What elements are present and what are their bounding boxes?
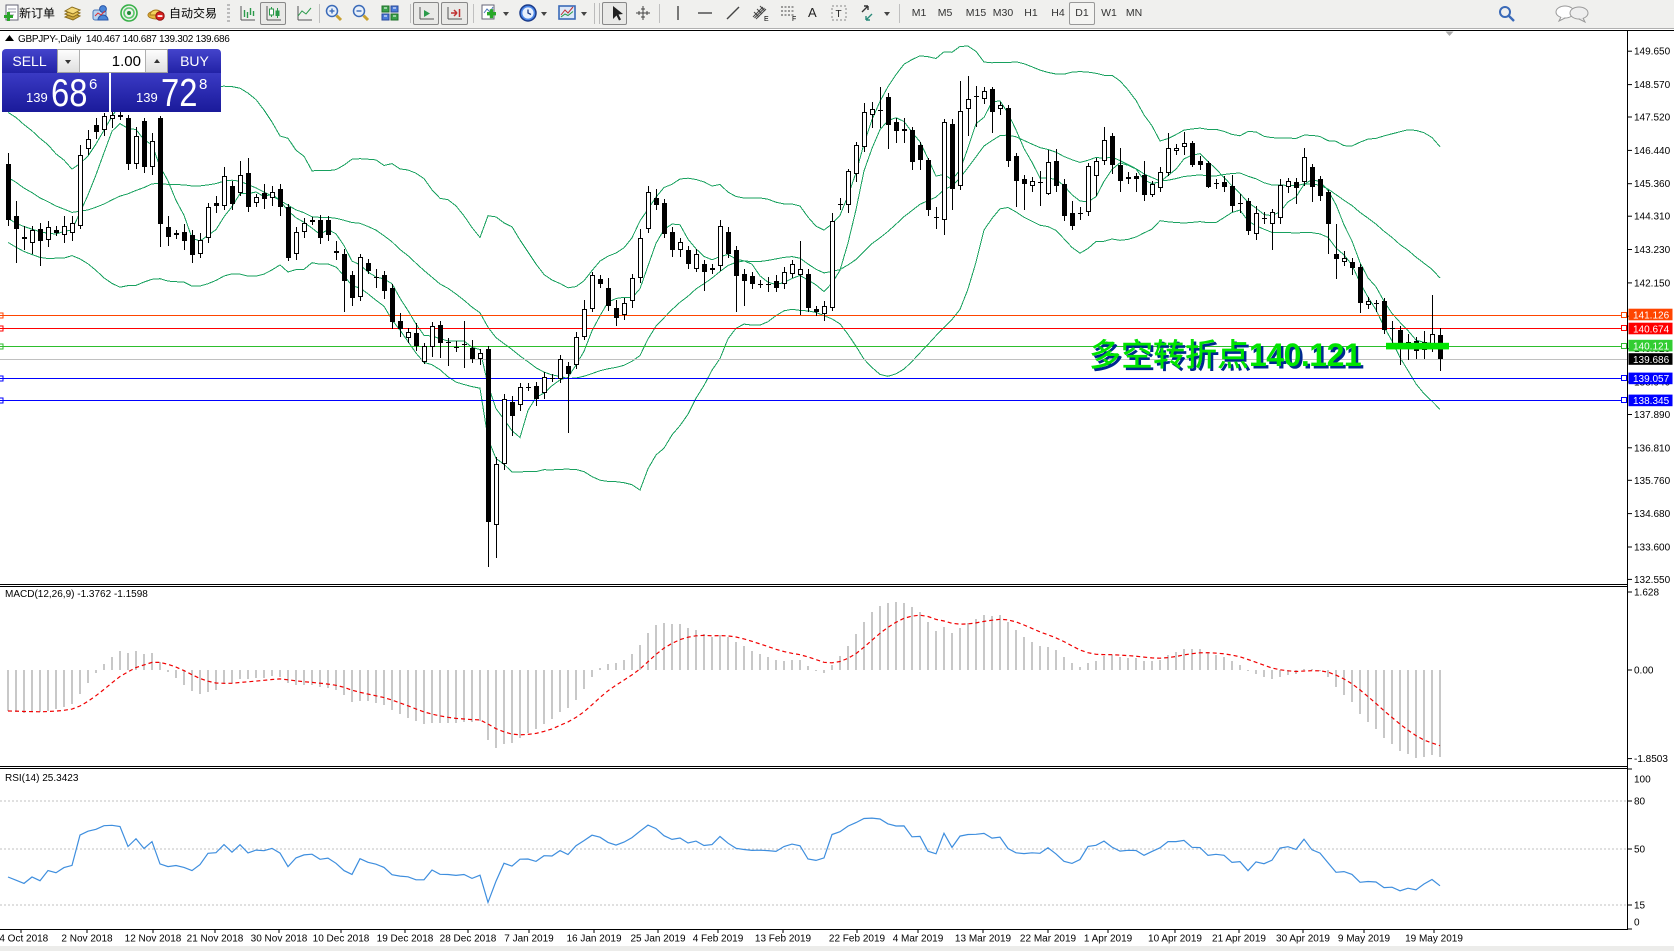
svg-text:139.686: 139.686 — [1633, 355, 1670, 366]
svg-text:149.650: 149.650 — [1634, 47, 1671, 58]
svg-text:133.600: 133.600 — [1634, 543, 1671, 554]
svg-text:19 May 2019: 19 May 2019 — [1405, 934, 1463, 945]
svg-text:136.810: 136.810 — [1634, 443, 1671, 454]
svg-text:148.570: 148.570 — [1634, 80, 1671, 91]
svg-text:137.890: 137.890 — [1634, 410, 1671, 421]
svg-text:4 Feb 2019: 4 Feb 2019 — [693, 934, 744, 945]
svg-text:13 Feb 2019: 13 Feb 2019 — [755, 934, 812, 945]
svg-text:80: 80 — [1634, 797, 1646, 808]
svg-text:28 Dec 2018: 28 Dec 2018 — [440, 934, 497, 945]
svg-text:134.680: 134.680 — [1634, 509, 1671, 520]
svg-text:F: F — [792, 16, 796, 23]
svg-text:100: 100 — [1634, 775, 1651, 786]
svg-text:2 Nov 2018: 2 Nov 2018 — [61, 934, 113, 945]
svg-text:4 Mar 2019: 4 Mar 2019 — [893, 934, 944, 945]
svg-text:132.550: 132.550 — [1634, 575, 1671, 586]
svg-text:138.345: 138.345 — [1633, 396, 1670, 407]
svg-text:E: E — [764, 16, 769, 23]
svg-text:9 May 2019: 9 May 2019 — [1338, 934, 1391, 945]
svg-text:GBPJPY-,Daily 140.467 140.687: GBPJPY-,Daily 140.467 140.687 139.302 13… — [18, 34, 230, 45]
svg-text:10 Apr 2019: 10 Apr 2019 — [1148, 934, 1202, 945]
svg-text:146.440: 146.440 — [1634, 146, 1671, 157]
svg-text:144.310: 144.310 — [1634, 212, 1671, 223]
svg-text:142.150: 142.150 — [1634, 278, 1671, 289]
svg-text:21 Nov 2018: 21 Nov 2018 — [187, 934, 244, 945]
svg-text:140.121: 140.121 — [1249, 337, 1361, 373]
svg-text:7 Jan 2019: 7 Jan 2019 — [504, 934, 554, 945]
svg-text:1 Apr 2019: 1 Apr 2019 — [1084, 934, 1133, 945]
svg-text:12 Nov 2018: 12 Nov 2018 — [125, 934, 182, 945]
svg-text:16 Jan 2019: 16 Jan 2019 — [566, 934, 621, 945]
svg-text:140.121: 140.121 — [1633, 341, 1670, 352]
svg-text:139.057: 139.057 — [1633, 374, 1670, 385]
svg-text:145.360: 145.360 — [1634, 179, 1671, 190]
svg-text:-1.8503: -1.8503 — [1634, 754, 1668, 765]
svg-text:147.520: 147.520 — [1634, 113, 1671, 124]
svg-text:1.628: 1.628 — [1634, 588, 1659, 599]
svg-text:25 Jan 2019: 25 Jan 2019 — [630, 934, 685, 945]
svg-text:10 Dec 2018: 10 Dec 2018 — [313, 934, 370, 945]
svg-text:143.230: 143.230 — [1634, 245, 1671, 256]
svg-text:135.760: 135.760 — [1634, 476, 1671, 487]
svg-text:19 Dec 2018: 19 Dec 2018 — [377, 934, 434, 945]
svg-text:0: 0 — [1634, 918, 1640, 929]
svg-text:24 Oct 2018: 24 Oct 2018 — [0, 934, 49, 945]
svg-text:0.00: 0.00 — [1634, 666, 1654, 677]
svg-text:15: 15 — [1634, 901, 1646, 912]
svg-text:50: 50 — [1634, 845, 1646, 856]
svg-text:141.126: 141.126 — [1633, 310, 1670, 321]
svg-text:22 Mar 2019: 22 Mar 2019 — [1020, 934, 1077, 945]
svg-text:140.674: 140.674 — [1633, 324, 1670, 335]
svg-text:13 Mar 2019: 13 Mar 2019 — [955, 934, 1012, 945]
svg-text:RSI(14) 25.3423: RSI(14) 25.3423 — [5, 773, 79, 784]
svg-text:140.121: 140.121 — [1252, 340, 1364, 376]
svg-text:22 Feb 2019: 22 Feb 2019 — [829, 934, 886, 945]
svg-text:30 Apr 2019: 30 Apr 2019 — [1276, 934, 1330, 945]
svg-text:30 Nov 2018: 30 Nov 2018 — [251, 934, 308, 945]
svg-text:21 Apr 2019: 21 Apr 2019 — [1212, 934, 1266, 945]
svg-text:T: T — [836, 9, 842, 20]
svg-text:MACD(12,26,9) -1.3762 -1.1598: MACD(12,26,9) -1.3762 -1.1598 — [5, 589, 148, 600]
